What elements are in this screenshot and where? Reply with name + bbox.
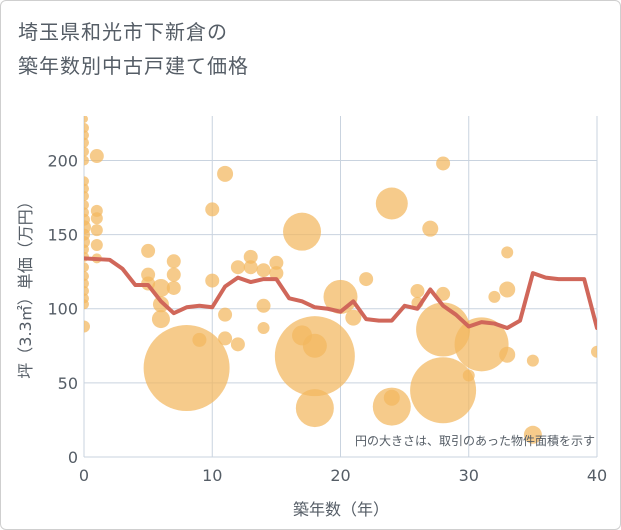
data-bubble [151, 310, 170, 329]
line-layer [84, 256, 597, 331]
data-bubble [89, 149, 104, 164]
data-bubble [230, 337, 245, 352]
data-bubble [84, 183, 89, 194]
chart-title-line-2: 築年数別中古戸建て価格 [18, 54, 249, 78]
data-bubble [499, 346, 516, 363]
data-bubble [257, 322, 270, 335]
average-price-line [84, 256, 597, 331]
data-bubble [84, 130, 89, 141]
data-bubble [192, 332, 207, 347]
tick-labels: 0 10 20 30 40 0 50 100 150 200 [47, 151, 607, 485]
data-bubble [375, 187, 408, 220]
y-tick-label: 150 [47, 226, 78, 245]
data-bubble [84, 191, 89, 202]
size-note: 円の大きさは、取引のあった物件面積を示す [355, 433, 595, 448]
data-bubble [269, 255, 284, 270]
data-bubble [499, 281, 516, 298]
data-bubble [84, 299, 89, 310]
data-bubble [205, 202, 220, 217]
data-bubble [283, 212, 322, 251]
data-bubble [84, 116, 88, 123]
data-bubble [166, 267, 181, 282]
data-bubble [302, 333, 327, 358]
x-tick-label: 40 [587, 466, 607, 485]
data-bubble [152, 296, 169, 313]
data-bubble [591, 345, 597, 358]
chart-title: 埼玉県和光市下新倉の 築年数別中古戸建て価格 [18, 15, 249, 83]
x-axis-label: 築年数（年） [293, 500, 389, 519]
data-bubble [218, 307, 233, 322]
data-bubble [84, 122, 89, 133]
data-bubble [84, 278, 89, 289]
data-bubble [230, 260, 245, 275]
data-bubble [143, 325, 230, 412]
x-tick-label: 20 [330, 466, 350, 485]
data-bubble [295, 389, 334, 428]
data-bubble [501, 246, 514, 259]
data-bubble [217, 165, 234, 182]
data-bubble [383, 389, 400, 406]
data-bubble [141, 243, 156, 258]
y-tick-label: 0 [68, 448, 78, 467]
data-bubble [84, 155, 89, 166]
data-bubble [84, 199, 89, 210]
data-bubble [84, 176, 89, 187]
data-bubble [436, 286, 451, 301]
y-axis-label: 坪（3.3㎡）単価（万円） [16, 193, 35, 378]
y-tick-label: 100 [47, 300, 78, 319]
data-bubble [372, 387, 411, 426]
data-bubble [269, 266, 284, 281]
data-bubble [166, 254, 181, 269]
data-bubble [243, 260, 258, 275]
data-bubble [526, 354, 539, 367]
data-bubble [166, 280, 181, 295]
data-bubble [84, 271, 89, 282]
data-bubble [90, 212, 103, 225]
bubble-layer [84, 116, 597, 444]
data-bubble [359, 272, 374, 287]
data-bubble [256, 263, 271, 278]
data-bubble [90, 224, 103, 237]
x-tick-label: 0 [79, 466, 89, 485]
data-bubble [90, 238, 103, 251]
data-bubble [243, 249, 258, 264]
data-bubble [256, 298, 271, 313]
x-tick-label: 10 [202, 466, 222, 485]
chart-title-line-1: 埼玉県和光市下新倉の [18, 20, 228, 44]
x-tick-label: 30 [459, 466, 479, 485]
data-bubble [422, 220, 439, 237]
data-bubble [410, 357, 477, 424]
data-bubble [454, 317, 509, 372]
data-bubble [410, 283, 425, 298]
data-bubble [84, 137, 89, 148]
data-bubble [488, 290, 501, 303]
y-tick-label: 200 [47, 151, 78, 170]
data-bubble [84, 244, 89, 255]
data-bubble [84, 320, 90, 333]
data-bubble [84, 146, 89, 157]
data-bubble [84, 262, 89, 273]
data-bubble [84, 285, 89, 296]
data-bubble [345, 309, 362, 326]
data-bubble [218, 331, 233, 346]
data-bubble [523, 425, 542, 444]
data-bubble [205, 273, 220, 288]
data-bubble [436, 156, 451, 171]
y-tick-label: 50 [58, 374, 78, 393]
data-bubble [462, 369, 475, 382]
